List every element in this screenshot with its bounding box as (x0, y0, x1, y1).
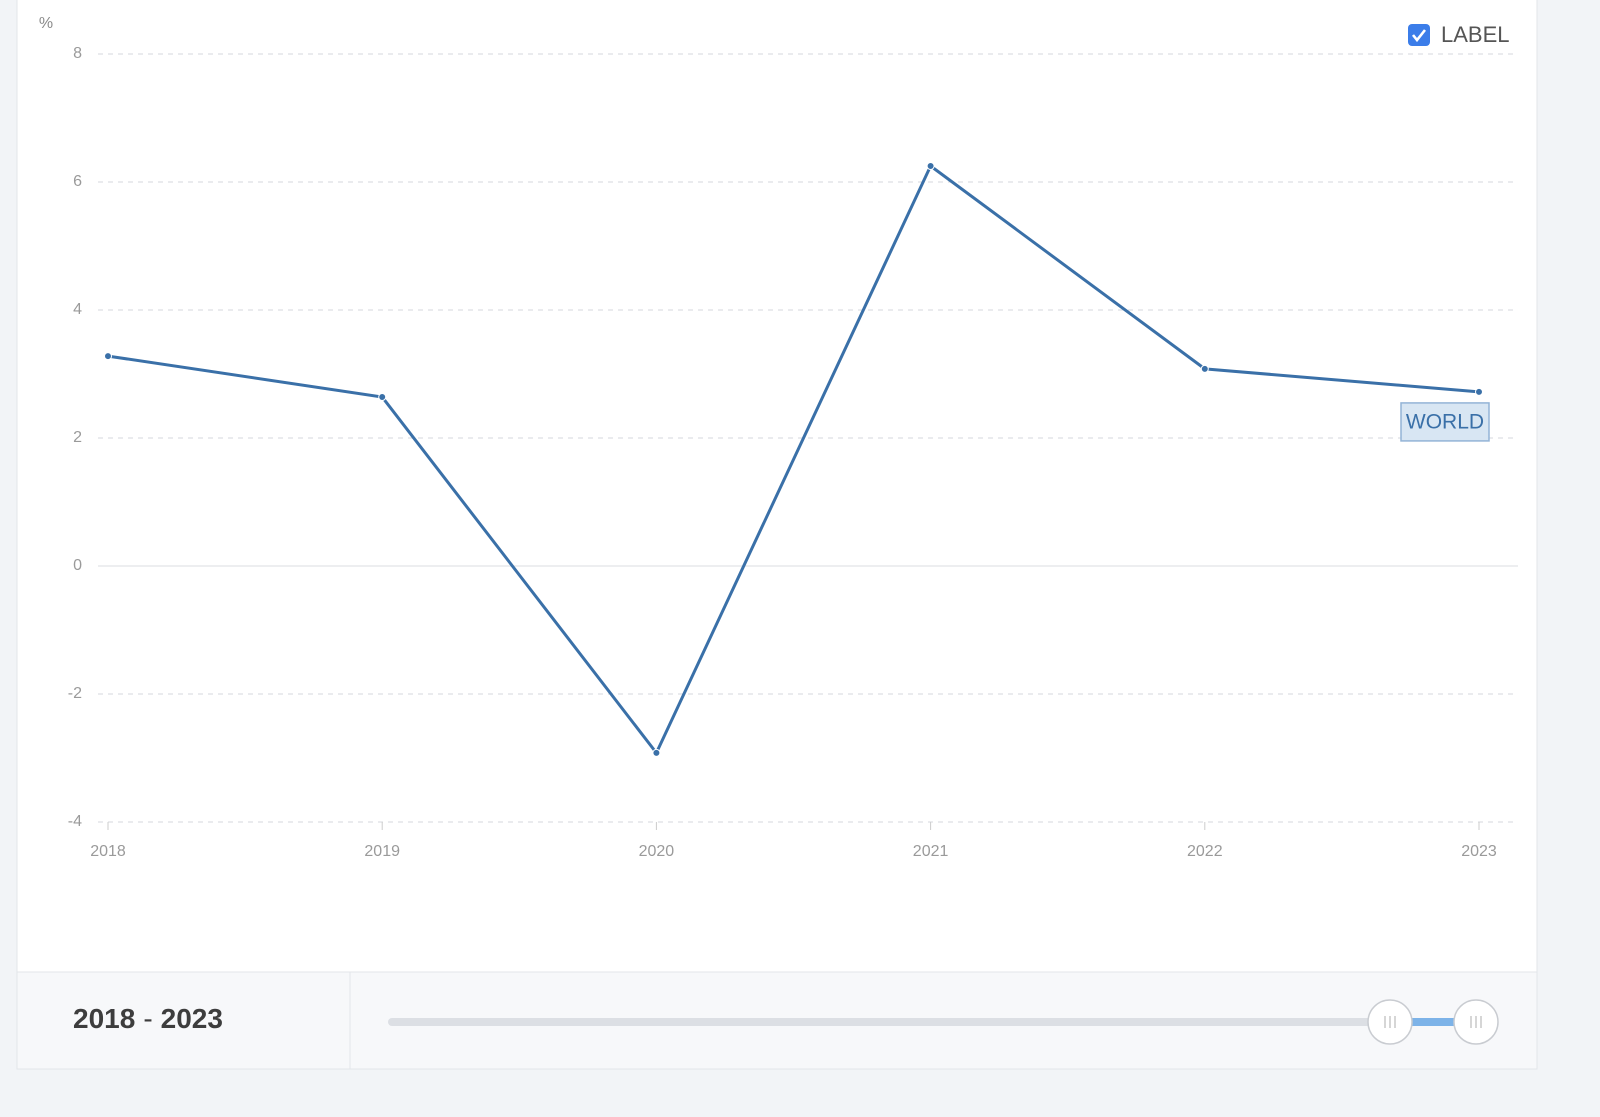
check-mark (1411, 29, 1427, 43)
series-label: WORLD (1406, 410, 1484, 433)
x-tick-label: 2021 (913, 843, 949, 860)
data-point (1475, 387, 1483, 396)
data-point (378, 393, 387, 402)
label-toggle[interactable]: LABEL (1408, 22, 1510, 47)
y-tick-label: 2 (73, 429, 82, 446)
range-start: 2018 (73, 1003, 135, 1034)
data-point (104, 352, 112, 361)
data-point (926, 162, 935, 170)
x-tick-label: 2022 (1187, 843, 1223, 860)
x-tick-label: 2020 (639, 843, 675, 860)
checkbox[interactable] (1408, 24, 1430, 46)
data-point (652, 748, 661, 757)
data-point (1200, 364, 1209, 373)
series-label-box (1400, 402, 1490, 442)
handle-grip (1470, 1016, 1482, 1028)
card (16, 0, 1538, 1070)
y-tick-label: 8 (73, 45, 82, 62)
x-tick-label: 2023 (1461, 843, 1497, 860)
handle-grip (1384, 1016, 1396, 1028)
y-tick-label: 0 (73, 557, 82, 574)
checkbox-label[interactable]: LABEL (1441, 22, 1510, 47)
y-tick-label: 4 (73, 301, 82, 318)
slider-handle[interactable] (1367, 999, 1499, 1045)
y-tick-label: -4 (68, 813, 82, 830)
range-separator: - (143, 1003, 152, 1034)
x-tick-label: 2018 (90, 843, 126, 860)
y-tick-label: 6 (73, 173, 82, 190)
x-tick-label: 2019 (364, 843, 400, 860)
range-label: 2018-2023 (73, 1003, 223, 1034)
series-line (107, 164, 1480, 755)
y-unit: % (39, 15, 53, 32)
range-end: 2023 (161, 1003, 223, 1034)
y-tick-label: -2 (68, 685, 82, 702)
